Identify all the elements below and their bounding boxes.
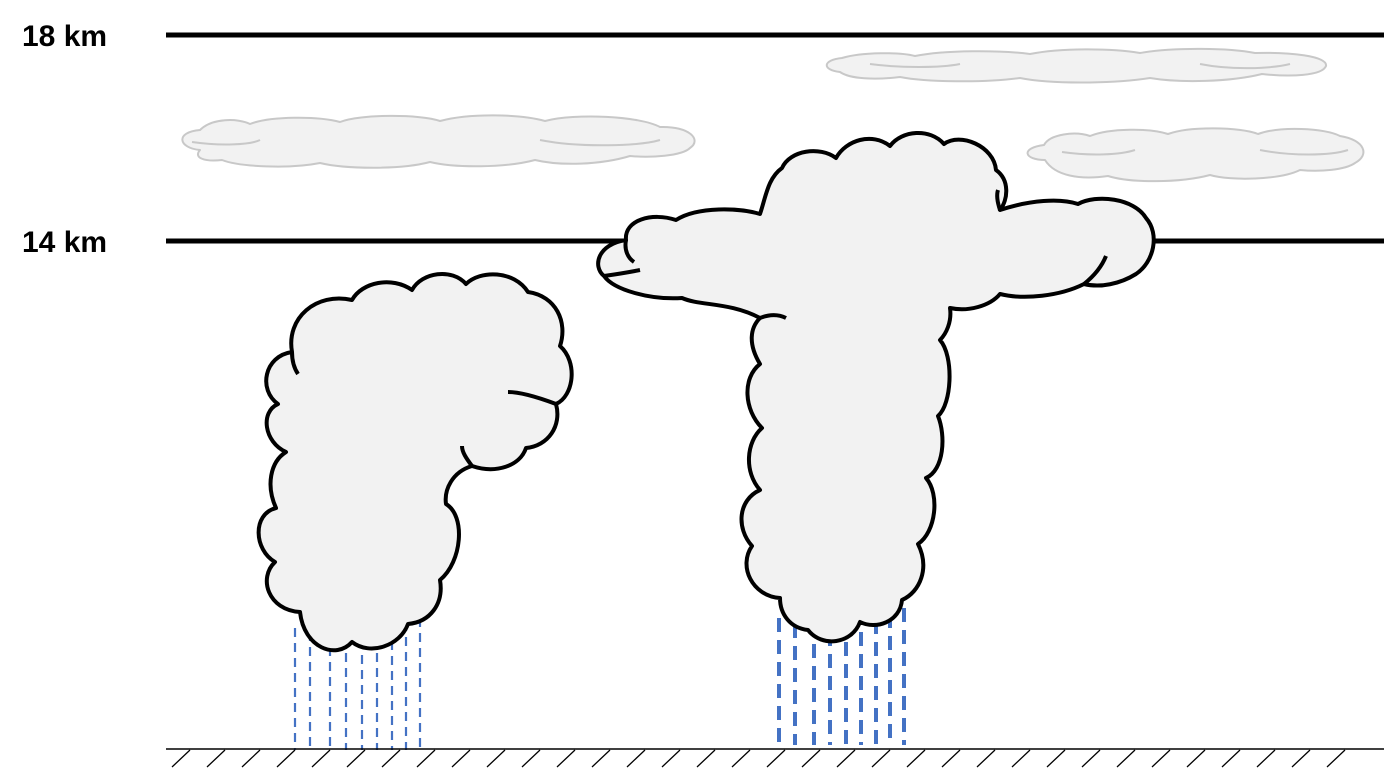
altitude-label-14km: 14 km — [22, 226, 107, 259]
ground-hatch-mark — [696, 749, 716, 768]
ground-hatch-mark — [801, 749, 821, 768]
ground-hatch-mark — [941, 749, 961, 768]
ground-hatching — [171, 749, 1346, 768]
rain-right — [777, 608, 906, 745]
ground-hatch-mark — [276, 749, 296, 768]
ground-hatch-mark — [1256, 749, 1276, 768]
ground-hatch-mark — [1221, 749, 1241, 768]
ground-hatch-mark — [1046, 749, 1066, 768]
ground-hatch-mark — [1011, 749, 1031, 768]
ground-hatch-mark — [1151, 749, 1171, 768]
ground-hatch-mark — [591, 749, 611, 768]
ground-hatch-mark — [976, 749, 996, 768]
cirrus-cloud-right-top — [825, 47, 1327, 84]
ground-hatch-mark — [416, 749, 436, 768]
ground-hatch-mark — [836, 749, 856, 768]
ground-hatch-mark — [906, 749, 926, 768]
ground-hatch-mark — [486, 749, 506, 768]
ground-hatch-mark — [1291, 749, 1311, 768]
ground-hatch-mark — [871, 749, 891, 768]
ground-hatch-mark — [556, 749, 576, 768]
ground-hatch-mark — [661, 749, 681, 768]
cumulonimbus-cloud-right-anvil — [596, 130, 1156, 644]
rain-left — [293, 618, 422, 750]
ground-hatch-mark — [381, 749, 401, 768]
ground-hatch-mark — [346, 749, 366, 768]
ground-hatch-mark — [1116, 749, 1136, 768]
ground-hatch-mark — [731, 749, 751, 768]
ground-hatch-mark — [626, 749, 646, 768]
ground-hatch-mark — [241, 749, 261, 768]
cirrus-cloud-left — [181, 114, 696, 169]
ground-hatch-mark — [1186, 749, 1206, 768]
altitude-label-18km: 18 km — [22, 20, 107, 53]
ground-hatch-mark — [1326, 749, 1346, 768]
ground-hatch-mark — [1081, 749, 1101, 768]
ground-hatch-mark — [521, 749, 541, 768]
cumulonimbus-cloud-left — [256, 271, 574, 653]
ground-hatch-mark — [451, 749, 471, 768]
ground-hatch-mark — [171, 749, 191, 768]
cirrus-cloud-right-mid — [1026, 127, 1365, 183]
ground-hatch-mark — [311, 749, 331, 768]
ground-hatch-mark — [206, 749, 226, 768]
ground-hatch-mark — [766, 749, 786, 768]
